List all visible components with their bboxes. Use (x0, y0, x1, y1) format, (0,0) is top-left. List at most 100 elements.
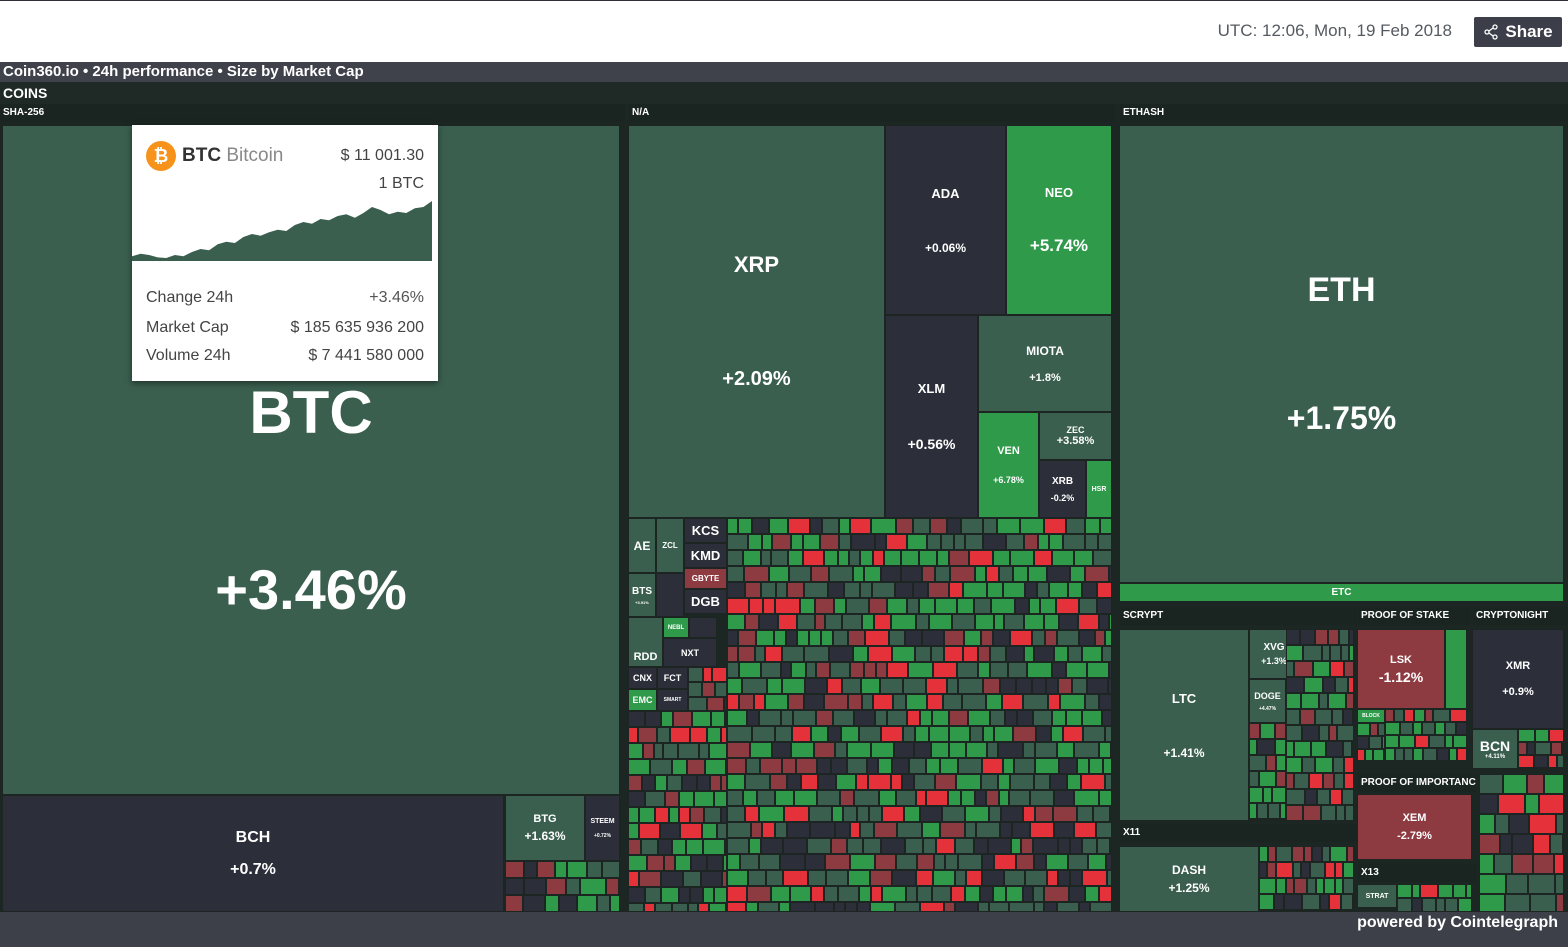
small-coin-tile[interactable] (697, 775, 710, 791)
small-coin-tile[interactable] (752, 726, 775, 742)
small-coin-tile[interactable] (705, 759, 726, 775)
small-coin-tile[interactable] (739, 662, 761, 678)
small-coin-tile[interactable] (1272, 787, 1286, 803)
small-coin-tile[interactable] (727, 550, 743, 566)
small-coin-tile[interactable] (908, 662, 933, 678)
small-coin-tile[interactable] (932, 710, 949, 726)
small-coin-tile[interactable] (905, 630, 922, 646)
small-coin-tile[interactable] (1445, 735, 1453, 748)
small-coin-tile[interactable] (876, 662, 887, 678)
small-coin-tile[interactable] (1015, 598, 1029, 614)
small-coin-tile[interactable] (1088, 854, 1106, 870)
small-coin-tile[interactable] (748, 534, 762, 550)
small-coin-tile[interactable] (1036, 726, 1051, 742)
small-coin-tile[interactable] (1394, 709, 1404, 722)
small-coin-tile[interactable] (784, 806, 809, 822)
small-coin-tile[interactable] (886, 534, 907, 550)
small-coin-tile[interactable] (1034, 774, 1050, 790)
small-coin-tile[interactable] (523, 895, 545, 912)
small-coin-tile[interactable] (1107, 870, 1112, 886)
small-coin-tile[interactable] (915, 726, 929, 742)
small-coin-tile[interactable] (691, 855, 707, 871)
small-coin-tile[interactable] (1357, 736, 1369, 749)
small-coin-tile[interactable] (922, 566, 935, 582)
small-coin-tile[interactable] (975, 790, 986, 806)
small-coin-tile[interactable] (667, 775, 682, 791)
small-coin-tile[interactable] (923, 838, 936, 854)
small-coin-tile[interactable] (1400, 722, 1413, 735)
small-coin-tile[interactable] (933, 662, 957, 678)
small-coin-tile[interactable] (739, 694, 754, 710)
small-coin-tile[interactable] (1049, 582, 1068, 598)
small-coin-tile[interactable] (1349, 629, 1354, 645)
small-coin-tile[interactable] (1329, 725, 1337, 741)
small-coin-tile[interactable] (1259, 771, 1276, 787)
small-coin-tile[interactable] (805, 854, 825, 870)
small-coin-tile[interactable] (1033, 886, 1044, 902)
small-coin-tile[interactable] (1079, 902, 1090, 912)
small-coin-tile[interactable] (1336, 805, 1345, 821)
small-coin-tile[interactable] (546, 878, 566, 895)
small-coin-tile[interactable] (628, 807, 639, 823)
small-coin-tile[interactable] (968, 710, 990, 726)
small-coin-tile[interactable] (1330, 789, 1342, 805)
small-coin-tile[interactable] (628, 743, 643, 759)
small-coin-tile[interactable] (1479, 874, 1506, 894)
small-coin-tile[interactable] (957, 662, 978, 678)
small-coin-tile[interactable] (990, 710, 1005, 726)
small-coin-tile[interactable] (1249, 723, 1260, 739)
small-coin-tile[interactable] (914, 742, 931, 758)
small-coin-tile[interactable] (1527, 742, 1535, 755)
small-coin-tile[interactable] (1323, 677, 1335, 693)
small-coin-tile[interactable] (1328, 693, 1346, 709)
small-coin-tile[interactable] (688, 667, 703, 682)
small-coin-tile[interactable] (932, 886, 951, 902)
small-coin-tile[interactable] (809, 806, 832, 822)
small-coin-tile[interactable] (1249, 819, 1266, 821)
small-coin-tile[interactable] (935, 598, 957, 614)
small-coin-tile[interactable] (1105, 726, 1112, 742)
small-coin-tile[interactable] (1049, 534, 1063, 550)
small-coin-tile[interactable] (1038, 534, 1049, 550)
coin-tile-eth[interactable]: ETH +1.75% (1119, 125, 1564, 583)
small-coin-tile[interactable] (935, 774, 956, 790)
small-coin-tile[interactable] (1512, 834, 1533, 854)
small-coin-tile[interactable] (842, 678, 861, 694)
small-coin-tile[interactable] (896, 518, 913, 534)
small-coin-tile[interactable] (1085, 534, 1098, 550)
small-coin-tile[interactable] (989, 806, 1001, 822)
small-coin-tile[interactable] (889, 630, 905, 646)
small-coin-tile[interactable] (1085, 566, 1109, 582)
small-coin-tile[interactable] (1100, 518, 1112, 534)
small-coin-tile[interactable] (983, 726, 994, 742)
small-coin-tile[interactable] (1509, 814, 1529, 834)
small-coin-tile[interactable] (577, 895, 597, 912)
small-coin-tile[interactable] (1384, 749, 1386, 761)
small-coin-tile[interactable] (745, 774, 770, 790)
small-coin-tile[interactable] (804, 646, 829, 662)
small-coin-tile[interactable] (987, 582, 1003, 598)
small-coin-tile[interactable] (1030, 822, 1054, 838)
small-coin-tile[interactable] (1303, 805, 1321, 821)
small-coin-tile[interactable] (761, 550, 771, 566)
small-coin-tile[interactable] (887, 710, 907, 726)
small-coin-tile[interactable] (763, 598, 775, 614)
small-coin-tile[interactable] (949, 726, 970, 742)
small-coin-tile[interactable] (982, 854, 994, 870)
small-coin-tile[interactable] (824, 886, 838, 902)
small-coin-tile[interactable] (1294, 661, 1313, 677)
small-coin-tile[interactable] (1500, 834, 1512, 854)
small-coin-tile[interactable] (824, 694, 848, 710)
small-coin-tile[interactable] (1316, 878, 1324, 894)
coin-tile-rdd[interactable]: RDD (628, 617, 663, 667)
small-coin-tile[interactable] (1369, 736, 1382, 749)
small-coin-tile[interactable] (1423, 748, 1437, 761)
small-coin-tile[interactable] (779, 902, 790, 912)
small-coin-tile[interactable] (1479, 794, 1498, 814)
small-coin-tile[interactable] (801, 774, 818, 790)
small-coin-tile[interactable] (986, 694, 1002, 710)
small-coin-tile[interactable] (978, 902, 989, 912)
small-coin-tile[interactable] (1286, 677, 1304, 693)
small-coin-tile[interactable] (702, 682, 715, 697)
small-coin-tile[interactable] (672, 839, 686, 855)
